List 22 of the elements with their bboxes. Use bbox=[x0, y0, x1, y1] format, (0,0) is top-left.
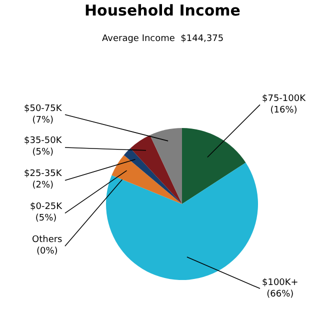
slice-label: $0-25K bbox=[30, 202, 64, 212]
slice-label: $50-75K bbox=[24, 104, 63, 114]
data-label: (16%) bbox=[270, 106, 298, 116]
slice-label: $35-50K bbox=[24, 136, 63, 146]
slice-label: $25-35K bbox=[24, 169, 63, 179]
pie-slice bbox=[124, 148, 182, 204]
category-label: Others bbox=[32, 235, 62, 245]
pie-slice bbox=[130, 135, 182, 204]
slice-label: $100K+ bbox=[262, 278, 298, 288]
pie-slice bbox=[112, 155, 182, 204]
data-label: (5%) bbox=[32, 148, 54, 158]
data-label: (2%) bbox=[32, 180, 54, 191]
chart-title: Household Income bbox=[84, 1, 240, 20]
data-label: (66%) bbox=[266, 290, 294, 300]
data-label: (7%) bbox=[32, 116, 54, 126]
pie-slice bbox=[182, 128, 246, 204]
chart-subtitle: Average Income $144,375 bbox=[102, 34, 224, 44]
pie-slice bbox=[150, 128, 182, 204]
text: (0%) bbox=[36, 246, 58, 257]
pie-slice bbox=[106, 162, 258, 280]
data-label: (5%) bbox=[35, 214, 57, 224]
slice-label: $75-100K bbox=[262, 94, 307, 104]
